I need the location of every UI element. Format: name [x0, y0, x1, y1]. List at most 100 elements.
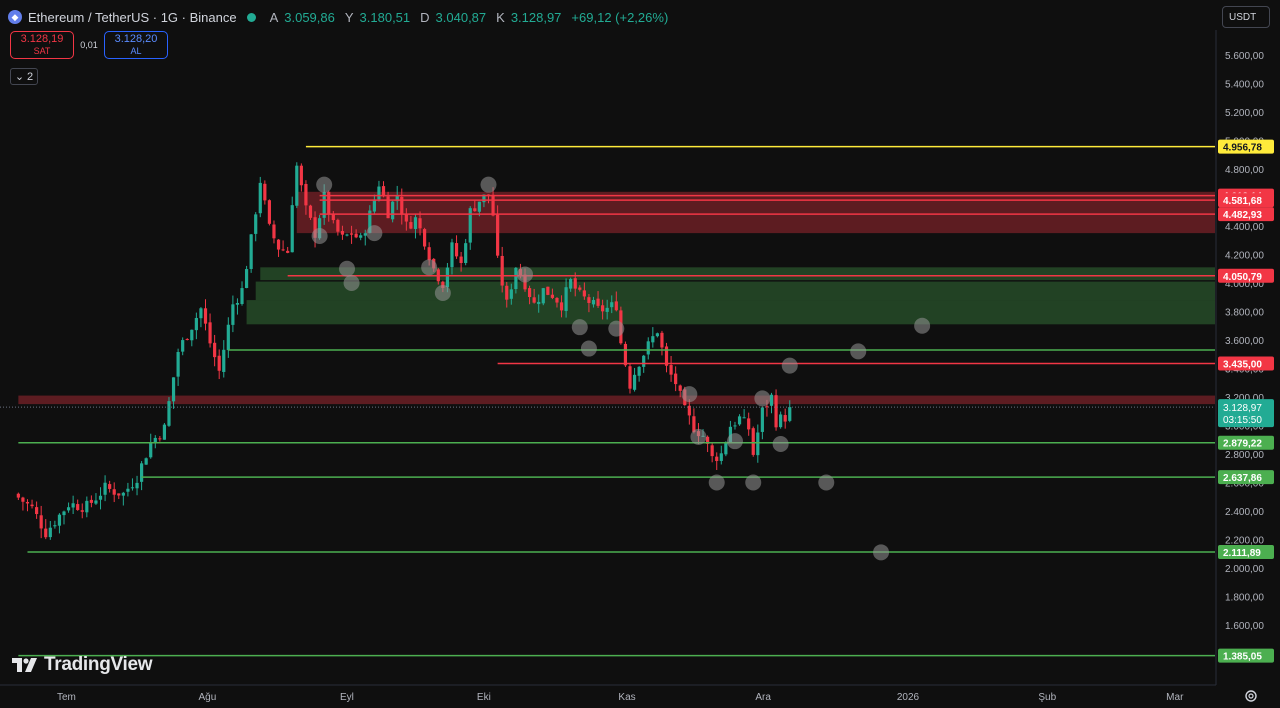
candle-body [336, 219, 340, 232]
bar-countdown-label: 03:15:50 [1223, 415, 1262, 426]
x-tick-label: Ara [755, 692, 771, 703]
candle-body [546, 286, 550, 295]
x-tick-label: Mar [1166, 692, 1184, 703]
close-value: 3.128,97 [510, 9, 562, 25]
candle-body [751, 428, 755, 455]
candle-body [89, 499, 93, 503]
level-price-label: 4.482,93 [1223, 210, 1262, 221]
candle-body [153, 437, 157, 444]
candle-body [254, 214, 258, 234]
x-tick-label: Eki [477, 692, 491, 703]
candle-body [788, 407, 792, 421]
y-tick-label: 1.600,00 [1225, 621, 1264, 632]
candle-body [747, 418, 751, 430]
gear-icon[interactable] [1244, 689, 1258, 703]
level-price-tag [1218, 356, 1274, 371]
price-zone [260, 267, 1216, 281]
candle-body [299, 165, 303, 186]
currency-select[interactable]: USDT [1222, 6, 1270, 28]
candle-body [322, 192, 326, 218]
price-zone [18, 395, 1215, 405]
candle-body [386, 196, 390, 219]
candle-body [779, 414, 783, 428]
candle-body [692, 416, 696, 433]
brand-name: TradingView [44, 654, 153, 675]
annotation-marker [421, 259, 438, 276]
candle-body [496, 214, 500, 256]
candle-body [409, 222, 413, 229]
candle-body [564, 287, 568, 311]
price-zone [246, 300, 1216, 325]
candle-body [39, 515, 43, 529]
candle-body [176, 352, 180, 377]
y-tick-label: 2.400,00 [1225, 507, 1264, 518]
annotation-marker [434, 284, 451, 301]
candle-body [340, 230, 345, 235]
chevron-down-icon: ⌄ [14, 71, 25, 83]
candle-body [98, 495, 103, 500]
candle-body [491, 194, 495, 216]
candle-body [244, 269, 249, 289]
level-price-tag [1218, 207, 1274, 222]
candle-body [313, 217, 317, 238]
candle-body [441, 281, 445, 288]
candle-body [368, 210, 372, 233]
candle-body [427, 247, 431, 261]
symbol-title[interactable]: Ethereum / TetherUS · 1G · Binance [28, 9, 237, 25]
candle-body [286, 250, 290, 253]
level-price-label: 4.050,79 [1223, 272, 1262, 283]
close-label: K [496, 9, 505, 25]
sell-button[interactable]: 3.128,19 SAT [10, 31, 74, 59]
annotation-marker [914, 317, 931, 334]
candle-body [181, 340, 185, 352]
candle-body [258, 182, 262, 214]
change-value: +69,12 (+2,26%) [571, 9, 669, 25]
candle-body [765, 406, 769, 408]
candle-body [345, 234, 349, 236]
candle-body [149, 442, 153, 458]
candle-body [783, 415, 787, 422]
tradingview-logo: TradingView [12, 654, 153, 676]
level-price-label: 2.637,86 [1223, 473, 1262, 484]
candle-body [514, 267, 518, 289]
candle-body [53, 525, 57, 527]
candle-body [614, 301, 618, 311]
candle-body [719, 453, 723, 461]
y-tick-label: 3.200,00 [1225, 393, 1264, 404]
candle-body [578, 287, 582, 290]
candle-body [144, 458, 148, 465]
x-tick-label: 2026 [897, 692, 920, 703]
candle-body [642, 355, 646, 367]
level-price-tag [1218, 545, 1274, 560]
symbol-legend: ◆ Ethereum / TetherUS · 1G · Binance A 3.… [8, 8, 668, 26]
y-tick-label: 4.200,00 [1225, 251, 1264, 262]
candle-body [628, 366, 632, 389]
candle-body [687, 405, 691, 416]
buy-button[interactable]: 3.128,20 AL [104, 31, 168, 59]
level-price-tag [1218, 470, 1274, 485]
candle-body [272, 224, 276, 239]
candle-body [171, 377, 176, 402]
y-tick-label: 3.600,00 [1225, 336, 1264, 347]
candle-body [391, 201, 395, 220]
level-price-tag [1218, 139, 1274, 154]
candle-body [724, 442, 728, 455]
y-tick-label: 4.400,00 [1225, 222, 1264, 233]
annotation-marker [608, 320, 625, 337]
candle-body [117, 493, 121, 496]
candle-body [167, 401, 171, 426]
candle-body [48, 527, 52, 538]
candle-body [62, 511, 66, 516]
candle-body [678, 385, 682, 391]
level-price-label: 3.435,00 [1223, 360, 1262, 371]
candle-body [395, 195, 399, 202]
indicators-toggle-button[interactable]: ⌄ 2 [10, 68, 38, 85]
annotation-marker [480, 176, 497, 193]
candle-body [377, 186, 381, 200]
y-tick-label: 4.800,00 [1225, 165, 1264, 176]
candle-body [21, 497, 25, 502]
price-zone [255, 281, 1216, 301]
candle-body [454, 243, 459, 257]
candle-body [450, 242, 454, 268]
